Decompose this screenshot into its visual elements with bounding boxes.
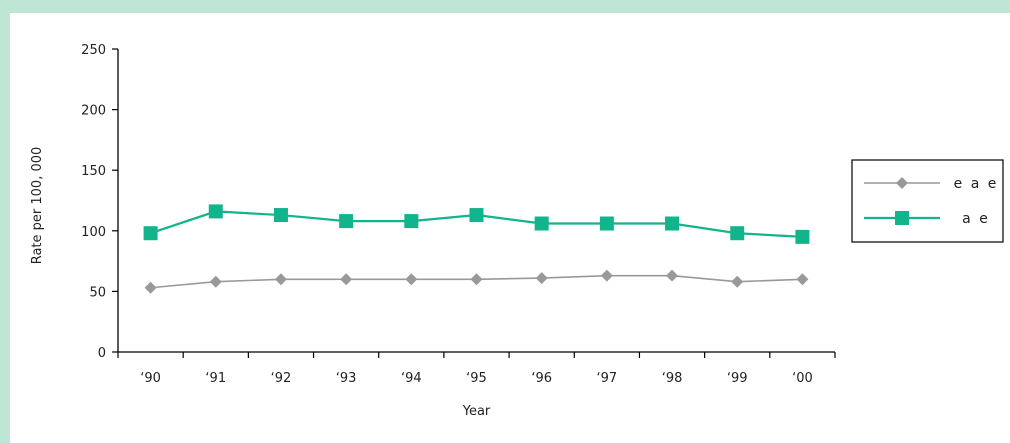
y-axis: 0 50 100 150 200 250: [81, 43, 119, 361]
x-tick-label: ‘96: [531, 371, 552, 386]
square-marker: [730, 226, 745, 241]
diamond-marker: [796, 273, 809, 286]
square-marker: [795, 229, 810, 244]
diamond-marker: [340, 273, 353, 286]
series-layer: [143, 204, 810, 294]
x-tick-label: ‘92: [271, 371, 292, 386]
x-tick-label: ‘93: [336, 371, 357, 386]
diamond-marker: [896, 177, 908, 189]
x-tick-label: ‘94: [401, 371, 422, 386]
x-tick-label: ‘90: [140, 371, 161, 386]
diamond-marker: [600, 269, 613, 282]
y-tick-label: 0: [98, 346, 106, 361]
diamond-marker: [405, 273, 418, 286]
x-tick-label: ‘99: [727, 371, 748, 386]
y-tick-label: 150: [81, 164, 106, 179]
square-marker: [534, 216, 549, 231]
legend-item-2: a e: [864, 211, 990, 227]
legend-label: a e: [962, 211, 990, 227]
square-marker: [404, 214, 419, 229]
y-axis-title: Rate per 100, 000: [30, 147, 45, 265]
diamond-marker: [535, 272, 548, 285]
chart-panel: 0 50 100 150 200 250 ‘90 ‘91 ‘92 ‘93 ‘94 ‘95 ‘96 ‘97…: [10, 13, 1010, 443]
y-tick-label: 50: [89, 285, 106, 300]
x-tick-label: ‘91: [205, 371, 226, 386]
y-tick-label: 100: [81, 225, 106, 240]
square-marker: [273, 208, 288, 223]
diamond-marker: [274, 273, 287, 286]
x-axis-title: Year: [462, 404, 491, 419]
y-tick-label: 250: [81, 43, 106, 58]
square-marker: [339, 214, 354, 229]
square-marker: [599, 216, 614, 231]
x-tick-label: ‘98: [662, 371, 683, 386]
x-tick-label: ‘97: [597, 371, 618, 386]
diamond-marker: [209, 275, 222, 288]
legend-item-1: e a e: [864, 176, 999, 192]
legend-box: [851, 159, 1004, 243]
series-2: [143, 204, 810, 244]
square-marker: [143, 226, 158, 241]
diamond-marker: [666, 269, 679, 282]
diamond-marker: [470, 273, 483, 286]
square-marker: [208, 204, 223, 219]
legend-label: e a e: [954, 176, 999, 192]
legend: e a e a e: [851, 159, 1004, 243]
x-tick-label: ‘95: [466, 371, 487, 386]
square-marker: [895, 211, 909, 225]
y-tick-label: 200: [81, 104, 106, 119]
series-1: [144, 269, 809, 294]
line-chart: 0 50 100 150 200 250 ‘90 ‘91 ‘92 ‘93 ‘94 ‘95 ‘96 ‘97…: [30, 43, 1004, 419]
square-marker: [665, 216, 680, 231]
diamond-marker: [731, 275, 744, 288]
x-tick-label: ‘00: [792, 371, 813, 386]
x-axis: ‘90 ‘91 ‘92 ‘93 ‘94 ‘95 ‘96 ‘97 ‘98 ‘99 ‘00: [117, 351, 836, 386]
diamond-marker: [144, 281, 157, 294]
square-marker: [469, 208, 484, 223]
